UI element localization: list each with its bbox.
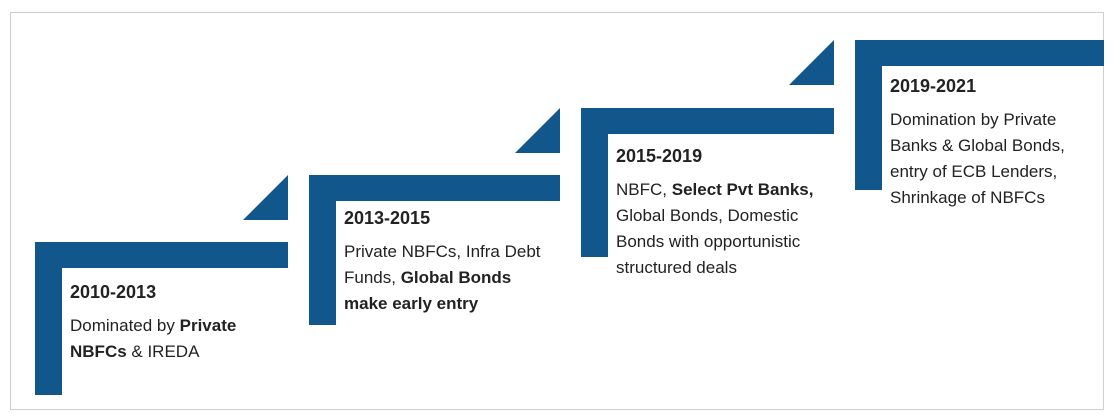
step-bracket xyxy=(35,242,288,395)
text-segment: & IREDA xyxy=(126,342,200,361)
period: 2019-2021 xyxy=(890,76,977,96)
text-segment: Global Bonds, Domestic Bonds with opport… xyxy=(616,206,801,277)
description: Domination by Private Banks & Global Bon… xyxy=(890,107,1095,211)
text-segment: Global Bonds make early entry xyxy=(344,268,512,313)
step: 2019-2021 Domination by Private Banks & G… xyxy=(890,73,1095,211)
text-segment: Private NBFCs xyxy=(70,316,237,361)
step-bracket xyxy=(855,40,1104,190)
step-bracket xyxy=(581,108,834,257)
step-arrow xyxy=(789,40,834,85)
text-segment: Dominated by xyxy=(70,316,180,335)
text-segment: NBFC, xyxy=(616,180,672,199)
description: NBFC, Select Pvt Banks, Global Bonds, Do… xyxy=(616,177,836,281)
frame xyxy=(10,12,1104,410)
period: 2015-2019 xyxy=(616,146,703,166)
step: 2013-2015 Private NBFCs, Infra Debt Funds… xyxy=(344,205,544,317)
step: 2010-2013 Dominated by Private NBFCs & IR… xyxy=(70,279,270,365)
period: 2013-2015 xyxy=(344,208,431,228)
step-arrow xyxy=(515,108,560,153)
period: 2010-2013 xyxy=(70,282,157,302)
text-segment: Domination by Private Banks & Global Bon… xyxy=(890,110,1065,207)
step: 2015-2019 NBFC, Select Pvt Banks, Global … xyxy=(616,143,836,281)
description: Dominated by Private NBFCs & IREDA xyxy=(70,313,270,365)
text-segment: Select Pvt Banks, xyxy=(671,180,814,199)
step-bracket xyxy=(309,175,560,325)
step-arrow xyxy=(243,175,288,220)
text-segment: Private NBFCs, Infra Debt Funds, xyxy=(344,242,541,287)
description: Private NBFCs, Infra Debt Funds, Global … xyxy=(344,239,544,317)
